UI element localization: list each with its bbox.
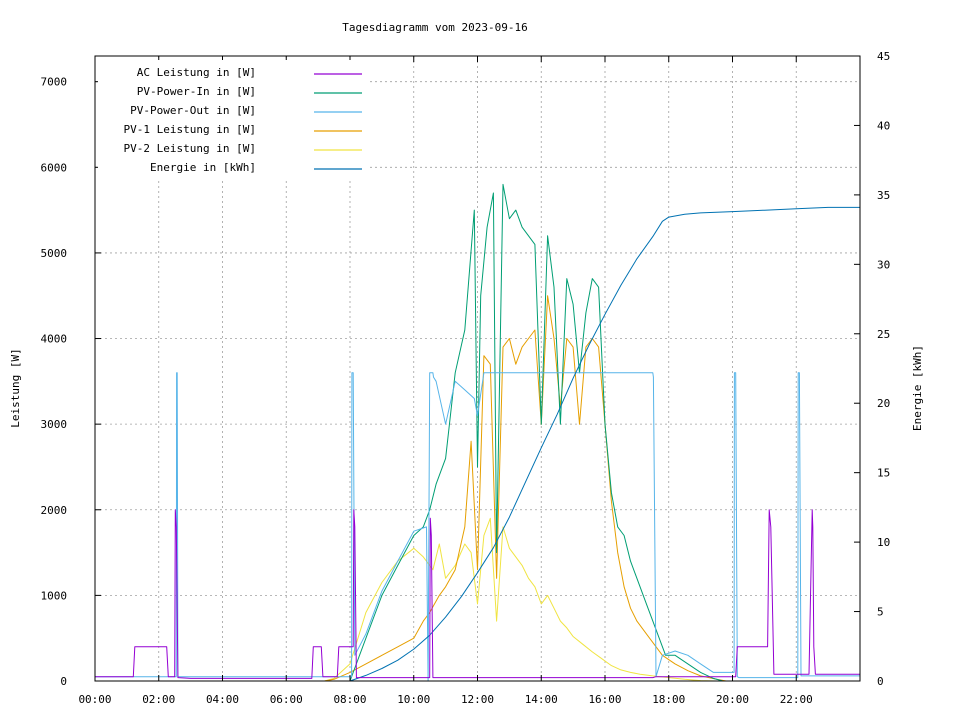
y2-tick-label: 40 bbox=[877, 119, 890, 132]
y2-tick-label: 30 bbox=[877, 258, 890, 271]
y2-tick-label: 0 bbox=[877, 675, 884, 688]
legend-label: PV-1 Leistung in [W] bbox=[124, 123, 256, 136]
y-tick-label: 0 bbox=[60, 675, 67, 688]
y-axis-label: Leistung [W] bbox=[9, 348, 22, 427]
y2-tick-label: 15 bbox=[877, 467, 890, 480]
x-tick-label: 18:00 bbox=[652, 693, 685, 706]
y2-tick-label: 35 bbox=[877, 189, 890, 202]
y2-tick-label: 25 bbox=[877, 328, 890, 341]
series-line-3 bbox=[95, 295, 860, 682]
x-tick-label: 06:00 bbox=[270, 693, 303, 706]
x-tick-label: 22:00 bbox=[780, 693, 813, 706]
y2-tick-label: 5 bbox=[877, 606, 884, 619]
x-tick-label: 08:00 bbox=[333, 693, 366, 706]
chart-title: Tagesdiagramm vom 2023-09-16 bbox=[342, 21, 527, 34]
legend-label: PV-2 Leistung in [W] bbox=[124, 142, 256, 155]
series-line-4 bbox=[95, 517, 860, 682]
y-tick-label: 3000 bbox=[41, 418, 68, 431]
series-line-5 bbox=[95, 206, 860, 682]
x-tick-label: 14:00 bbox=[525, 693, 558, 706]
y2-axis-label: Energie [kWh] bbox=[911, 345, 924, 431]
legend-label: PV-Power-Out in [W] bbox=[130, 104, 256, 117]
y-tick-label: 6000 bbox=[41, 161, 68, 174]
series-layer bbox=[95, 183, 860, 682]
grid bbox=[95, 56, 860, 681]
x-tick-label: 20:00 bbox=[716, 693, 749, 706]
series-line-2 bbox=[95, 372, 860, 682]
x-tick-label: 16:00 bbox=[588, 693, 621, 706]
y-tick-label: 5000 bbox=[41, 247, 68, 260]
legend-label: Energie in [kWh] bbox=[150, 161, 256, 174]
y-tick-label: 7000 bbox=[41, 76, 68, 89]
y-tick-label: 2000 bbox=[41, 504, 68, 517]
y-tick-label: 1000 bbox=[41, 589, 68, 602]
legend-background bbox=[98, 60, 368, 178]
legend: AC Leistung in [W] PV-Power-In in [W] PV-P… bbox=[98, 60, 368, 178]
y2-tick-label: 45 bbox=[877, 50, 890, 63]
y2-tick-label: 20 bbox=[877, 397, 890, 410]
series-line-1 bbox=[95, 183, 860, 682]
legend-label: AC Leistung in [W] bbox=[137, 66, 256, 79]
x-tick-label: 02:00 bbox=[142, 693, 175, 706]
y2-tick-label: 10 bbox=[877, 536, 890, 549]
x-tick-label: 12:00 bbox=[461, 693, 494, 706]
legend-label: PV-Power-In in [W] bbox=[137, 85, 256, 98]
x-tick-label: 04:00 bbox=[206, 693, 239, 706]
axes: 00:00 02:00 04:00 06:00 08:00 10:00 12:00 14:00… bbox=[41, 50, 891, 706]
series-line-0 bbox=[95, 509, 860, 679]
y-tick-label: 4000 bbox=[41, 333, 68, 346]
x-tick-label: 10:00 bbox=[397, 693, 430, 706]
x-tick-label: 00:00 bbox=[78, 693, 111, 706]
